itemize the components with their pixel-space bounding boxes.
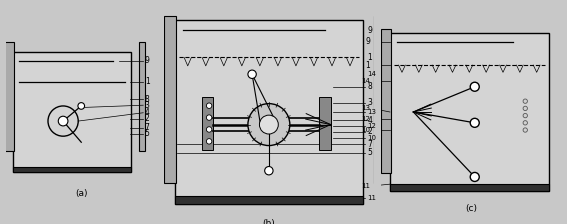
Text: 1: 1 <box>365 61 370 70</box>
Bar <box>319 97 331 150</box>
Text: 9: 9 <box>365 37 370 46</box>
Bar <box>202 97 213 150</box>
Bar <box>164 15 176 183</box>
Bar <box>139 43 145 151</box>
Text: 11: 11 <box>361 183 370 189</box>
Text: 2: 2 <box>145 114 150 123</box>
Bar <box>175 196 363 204</box>
Text: 2: 2 <box>367 127 372 136</box>
Circle shape <box>470 172 479 181</box>
Circle shape <box>523 113 527 118</box>
Circle shape <box>78 103 84 109</box>
Circle shape <box>265 166 273 175</box>
Bar <box>390 33 549 191</box>
Bar <box>4 43 14 151</box>
Text: 4: 4 <box>367 116 373 125</box>
Text: 11: 11 <box>367 195 376 201</box>
Circle shape <box>206 115 212 120</box>
Bar <box>381 29 391 173</box>
Text: (a): (a) <box>75 189 87 198</box>
Text: (b): (b) <box>263 219 275 224</box>
Text: 3: 3 <box>145 101 150 110</box>
Text: 8: 8 <box>367 82 372 91</box>
Text: 12: 12 <box>361 116 370 122</box>
Text: 12: 12 <box>367 123 376 129</box>
Text: 1: 1 <box>145 77 150 86</box>
Bar <box>390 184 549 191</box>
Bar <box>13 52 131 172</box>
Text: 14: 14 <box>367 71 376 77</box>
Text: 4: 4 <box>145 108 150 117</box>
Circle shape <box>58 116 68 126</box>
Circle shape <box>206 103 212 108</box>
Circle shape <box>470 82 479 91</box>
Text: 7: 7 <box>145 123 150 132</box>
Text: 10: 10 <box>367 135 376 141</box>
Bar <box>175 20 363 204</box>
Bar <box>13 167 131 172</box>
Circle shape <box>523 121 527 125</box>
Text: 13: 13 <box>361 105 370 111</box>
Circle shape <box>523 99 527 103</box>
Text: 5: 5 <box>367 148 373 157</box>
Text: 3: 3 <box>367 98 373 107</box>
Circle shape <box>248 70 256 78</box>
Text: 14: 14 <box>361 78 370 84</box>
Text: 1: 1 <box>367 53 372 62</box>
Circle shape <box>248 104 290 146</box>
Circle shape <box>523 106 527 111</box>
Circle shape <box>206 139 212 144</box>
Circle shape <box>470 118 479 127</box>
Text: 8: 8 <box>145 95 150 104</box>
Circle shape <box>206 127 212 132</box>
Text: (c): (c) <box>465 204 477 213</box>
Text: 9: 9 <box>145 56 150 65</box>
Circle shape <box>523 128 527 132</box>
Text: 10: 10 <box>361 127 370 133</box>
Bar <box>374 15 382 183</box>
Text: 13: 13 <box>367 109 376 115</box>
Circle shape <box>260 115 278 134</box>
Text: 5: 5 <box>145 129 150 138</box>
Text: 9: 9 <box>367 26 373 35</box>
Text: 7: 7 <box>367 140 373 149</box>
